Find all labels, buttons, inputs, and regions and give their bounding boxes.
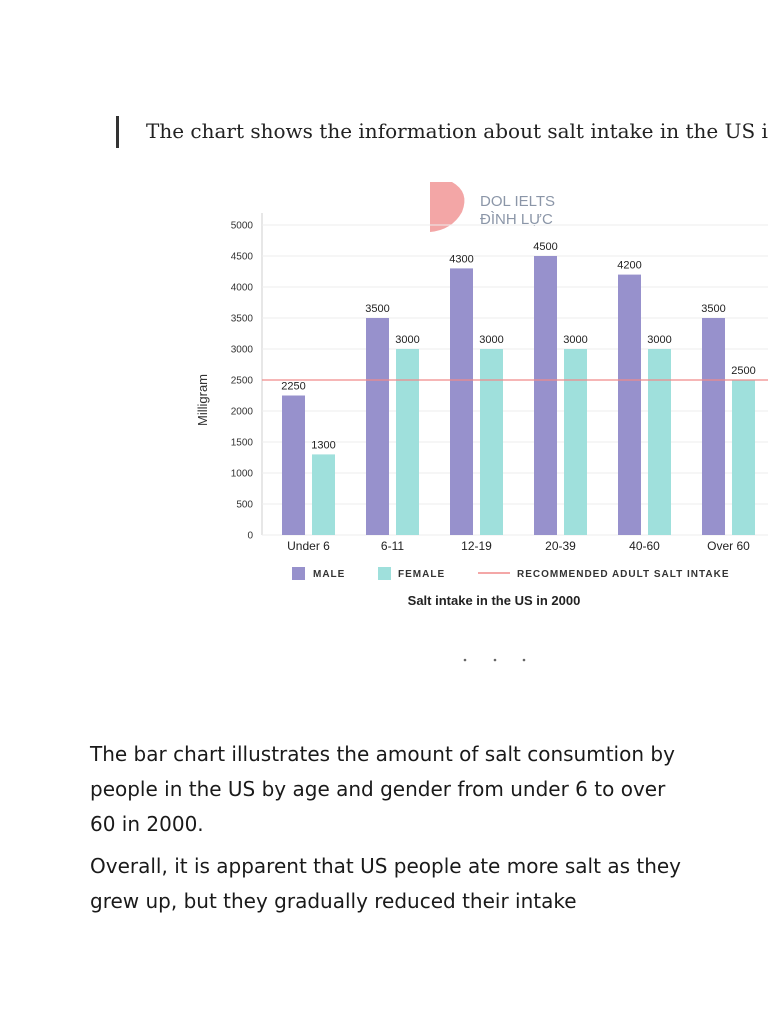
y-tick-label: 5000 — [231, 221, 254, 232]
heading-accent-bar — [116, 116, 119, 148]
logo-line-1: DOL IELTS — [480, 193, 555, 210]
x-category-label: 40-60 — [629, 539, 660, 553]
bar-value-label: 2250 — [281, 381, 305, 393]
legend-label-recommended: RECOMMENDED ADULT SALT INTAKE — [517, 569, 730, 580]
logo-line-2: ĐÌNH LỰC — [480, 211, 553, 228]
bar-value-label: 3000 — [479, 334, 503, 346]
x-category-label: Over 60 — [707, 539, 750, 553]
x-category-label: 20-39 — [545, 539, 576, 553]
bar-value-label: 4500 — [533, 241, 557, 253]
bar-value-label: 3000 — [647, 334, 671, 346]
legend-swatch-male — [292, 567, 305, 580]
salt-intake-chart: DOL IELTS ĐÌNH LỰC 0 500 1000 1500 2000 2500 3… — [195, 182, 768, 662]
chart-title: Salt intake in the US in 2000 — [408, 593, 581, 608]
bar-value-label: 1300 — [311, 439, 335, 451]
page-heading: The chart shows the information about sa… — [146, 119, 768, 143]
bar-male-2 — [450, 268, 473, 535]
dots-decoration — [463, 658, 526, 662]
y-tick-label: 3500 — [231, 314, 254, 325]
bar-male-1 — [366, 318, 389, 535]
y-axis-label: Milligram — [195, 374, 210, 426]
bar-female-3 — [564, 349, 587, 535]
bar-female-4 — [648, 349, 671, 535]
bar-female-0 — [312, 454, 335, 535]
bar-value-label: 2500 — [731, 365, 755, 377]
bar-value-label: 3500 — [701, 303, 725, 315]
bar-female-1 — [396, 349, 419, 535]
bar-value-label: 4200 — [617, 260, 641, 272]
bar-value-label: 3000 — [395, 334, 419, 346]
bar-male-5 — [702, 318, 725, 535]
x-category-label: Under 6 — [287, 539, 330, 553]
x-category-label: 12-19 — [461, 539, 492, 553]
bar-value-label: 3000 — [563, 334, 587, 346]
y-tick-label: 1500 — [231, 438, 254, 449]
bar-female-5 — [732, 380, 755, 535]
dol-logo: DOL IELTS ĐÌNH LỰC — [430, 182, 555, 232]
y-tick-label: 1000 — [231, 469, 254, 480]
bar-value-label: 3500 — [365, 303, 389, 315]
legend: MALE FEMALE RECOMMENDED ADULT SALT INTAK… — [292, 567, 730, 580]
legend-swatch-female — [378, 567, 391, 580]
paragraph-intro: The bar chart illustrates the amount of … — [90, 742, 675, 836]
y-tick-label: 0 — [247, 531, 253, 542]
y-tick-label: 4500 — [231, 252, 254, 263]
bar-male-3 — [534, 256, 557, 535]
bar-male-4 — [618, 274, 641, 535]
paragraph-overview: Overall, it is apparent that US people a… — [90, 854, 682, 913]
y-tick-label: 2000 — [231, 407, 254, 418]
bar-value-label: 4300 — [449, 253, 473, 265]
bar-male-0 — [282, 395, 305, 535]
y-tick-label: 3000 — [231, 345, 254, 356]
bar-female-2 — [480, 349, 503, 535]
y-tick-label: 2500 — [231, 376, 254, 387]
legend-label-male: MALE — [313, 569, 345, 580]
y-tick-label: 4000 — [231, 283, 254, 294]
logo-mark-icon — [430, 182, 465, 232]
x-category-label: 6-11 — [381, 539, 404, 553]
y-tick-label: 500 — [236, 500, 253, 511]
legend-label-female: FEMALE — [398, 569, 445, 580]
